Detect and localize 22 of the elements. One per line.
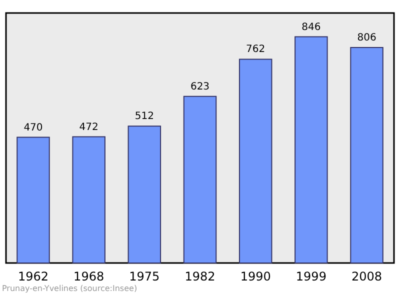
bar (183, 96, 217, 264)
bar (16, 136, 50, 264)
x-tick-label: 1975 (129, 270, 160, 284)
x-tick-label: 1999 (296, 270, 326, 284)
data-label: 512 (134, 111, 154, 122)
bar (238, 58, 272, 264)
x-tick-label: 2008 (351, 270, 382, 284)
bar (294, 36, 328, 264)
x-tick-label: 1982 (184, 270, 216, 284)
data-label: 470 (24, 122, 43, 134)
x-tick-label: 1962 (18, 270, 49, 284)
data-label: 806 (357, 32, 376, 44)
text: Prunay-en-Yvelines (source:Insee) (2, 284, 138, 293)
data-label: 846 (302, 22, 321, 33)
x-tick-label: 1968 (74, 270, 104, 284)
bar (128, 126, 162, 264)
bar (350, 46, 384, 264)
data-label: 623 (190, 81, 210, 92)
bar (72, 136, 106, 264)
data-label: 762 (246, 44, 266, 56)
x-tick-label: 1990 (240, 270, 271, 284)
data-label: 472 (79, 122, 98, 133)
